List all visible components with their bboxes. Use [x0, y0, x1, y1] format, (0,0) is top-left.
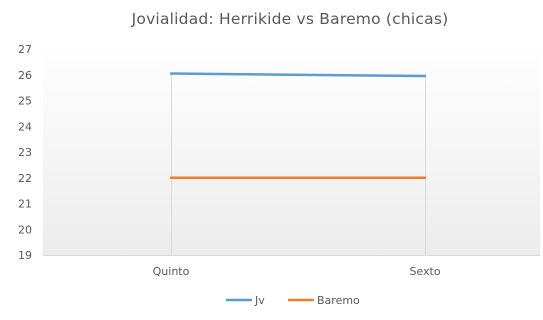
- y-tick-label: 22: [18, 172, 32, 185]
- y-tick-label: 25: [18, 95, 32, 108]
- y-axis: 19 20 21 22 23 24 25 26 27: [18, 43, 32, 262]
- x-axis: Quinto Sexto: [43, 73, 540, 278]
- plot-area: [43, 42, 540, 256]
- y-tick-label: 27: [18, 43, 32, 56]
- chart-title: Jovialidad: Herrikide vs Baremo (chicas): [131, 10, 449, 28]
- series-layer: [169, 72, 427, 180]
- y-tick-label: 19: [18, 249, 32, 262]
- y-tick-label: 21: [18, 198, 32, 211]
- x-tick-label: Quinto: [153, 265, 190, 278]
- legend-label: Jv: [254, 294, 265, 307]
- y-tick-label: 26: [18, 69, 32, 82]
- y-tick-label: 23: [18, 146, 32, 159]
- series-line-jv: [169, 72, 427, 78]
- y-tick-label: 24: [18, 120, 32, 133]
- x-tick-label: Sexto: [409, 265, 440, 278]
- legend-label: Baremo: [317, 294, 360, 307]
- y-tick-label: 20: [18, 223, 32, 236]
- legend: Jv Baremo: [226, 294, 360, 307]
